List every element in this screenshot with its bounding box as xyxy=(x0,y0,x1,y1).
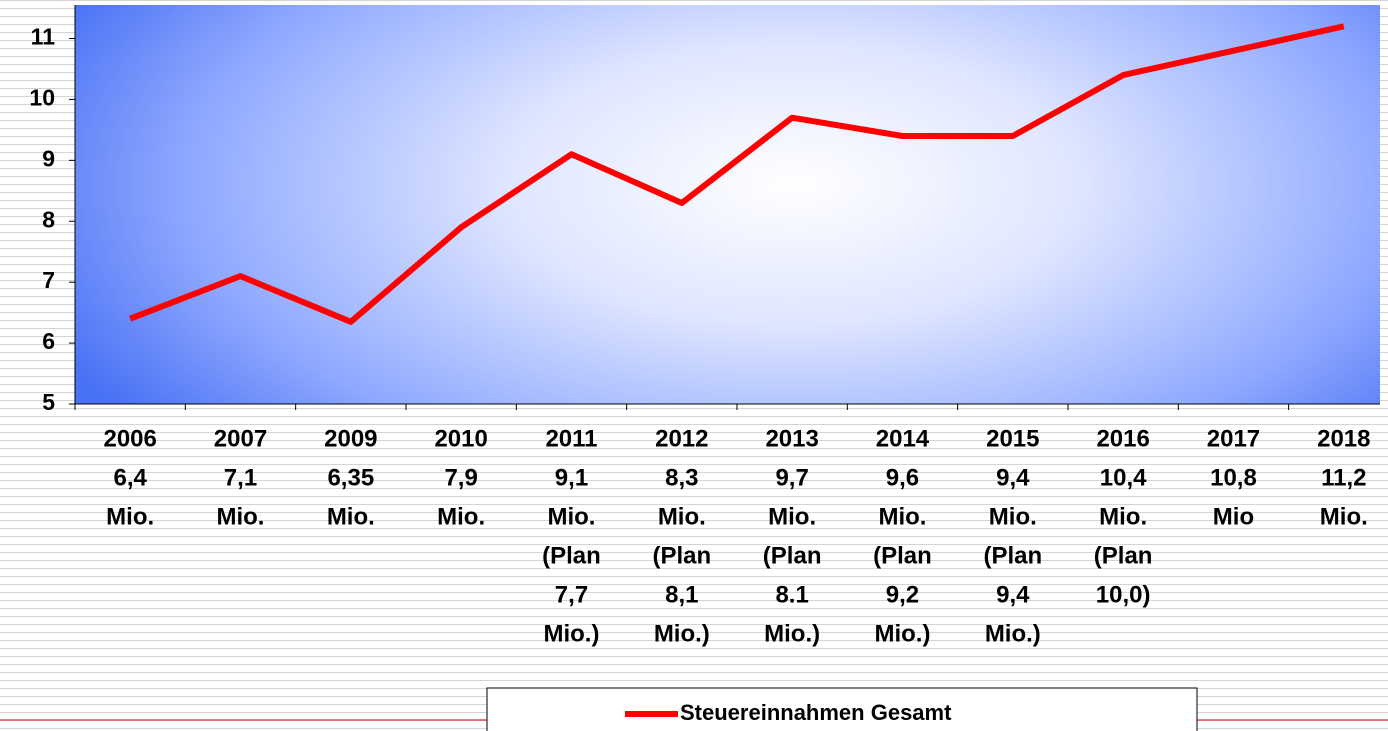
y-tick-label: 5 xyxy=(42,389,55,415)
x-tick-label: Mio. xyxy=(768,503,816,530)
x-tick-label: Mio. xyxy=(216,503,264,530)
x-tick-label: 10,4 xyxy=(1100,464,1147,491)
x-tick-label: (Plan xyxy=(763,542,822,569)
x-tick-label: Mio. xyxy=(1320,503,1368,530)
x-tick-label: (Plan xyxy=(873,542,932,569)
x-tick-label: 2015 xyxy=(986,425,1039,452)
x-tick-label: (Plan xyxy=(983,542,1042,569)
x-tick-label: Mio.) xyxy=(543,620,599,647)
x-tick-label: 9,4 xyxy=(996,581,1030,608)
x-tick-label: Mio.) xyxy=(764,620,820,647)
x-tick-label: 6,35 xyxy=(327,464,374,491)
x-tick-label: Mio.) xyxy=(874,620,930,647)
x-tick-label: 9,2 xyxy=(886,581,919,608)
x-tick-label: 10,8 xyxy=(1210,464,1257,491)
x-tick-label: Mio. xyxy=(327,503,375,530)
x-tick-label: 6,4 xyxy=(113,464,147,491)
x-tick-label: 2012 xyxy=(655,425,708,452)
x-tick-label: Mio. xyxy=(437,503,485,530)
x-tick-label: 9,1 xyxy=(555,464,588,491)
plot-area xyxy=(75,5,1380,404)
y-tick-label: 6 xyxy=(42,328,55,354)
x-tick-label: 10,0) xyxy=(1096,581,1151,608)
x-tick-label: Mio. xyxy=(1099,503,1147,530)
x-tick-label: 2010 xyxy=(434,425,487,452)
x-tick-label: Mio. xyxy=(658,503,706,530)
x-tick-label: Mio. xyxy=(547,503,595,530)
x-tick-label: Mio.) xyxy=(654,620,710,647)
x-tick-label: Mio.) xyxy=(985,620,1041,647)
x-tick-label: 2007 xyxy=(214,425,267,452)
y-tick-label: 9 xyxy=(42,145,55,171)
x-tick-label: 2006 xyxy=(103,425,156,452)
data-line xyxy=(129,23,1345,325)
x-tick-label: 7,1 xyxy=(224,464,257,491)
x-tick-label: Mio. xyxy=(106,503,154,530)
x-tick-label: Mio xyxy=(1213,503,1254,530)
x-tick-label: 9,6 xyxy=(886,464,919,491)
y-tick-label: 11 xyxy=(31,24,56,50)
x-tick-label: 9,4 xyxy=(996,464,1030,491)
x-tick-label: 2013 xyxy=(765,425,818,452)
x-tick-label: 2017 xyxy=(1207,425,1260,452)
x-tick-label: 2011 xyxy=(545,425,597,452)
x-tick-label: 9,7 xyxy=(775,464,808,491)
x-tick-label: 7,9 xyxy=(444,464,477,491)
x-tick-label: 2018 xyxy=(1317,425,1370,452)
x-tick-label: 8,1 xyxy=(665,581,698,608)
x-tick-label: 8,3 xyxy=(665,464,698,491)
legend-label: Steuereinnahmen Gesamt xyxy=(680,700,952,725)
x-tick-label: (Plan xyxy=(1094,542,1153,569)
y-tick-label: 7 xyxy=(42,267,55,293)
legend-box xyxy=(486,687,1198,731)
x-tick-label: 2009 xyxy=(324,425,377,452)
x-tick-label: (Plan xyxy=(542,542,601,569)
x-tick-label: 2016 xyxy=(1096,425,1149,452)
legend: Steuereinnahmen Gesamt xyxy=(486,687,1198,731)
y-tick-label: 10 xyxy=(29,84,55,110)
x-tick-label: 8.1 xyxy=(775,581,808,608)
x-tick-label: 7,7 xyxy=(555,581,588,608)
x-tick-label: 2014 xyxy=(876,425,930,452)
x-tick-label: (Plan xyxy=(652,542,711,569)
x-tick-label: 11,2 xyxy=(1321,464,1366,491)
y-tick-label: 8 xyxy=(42,206,55,232)
x-tick-label: Mio. xyxy=(989,503,1037,530)
x-tick-label: Mio. xyxy=(878,503,926,530)
